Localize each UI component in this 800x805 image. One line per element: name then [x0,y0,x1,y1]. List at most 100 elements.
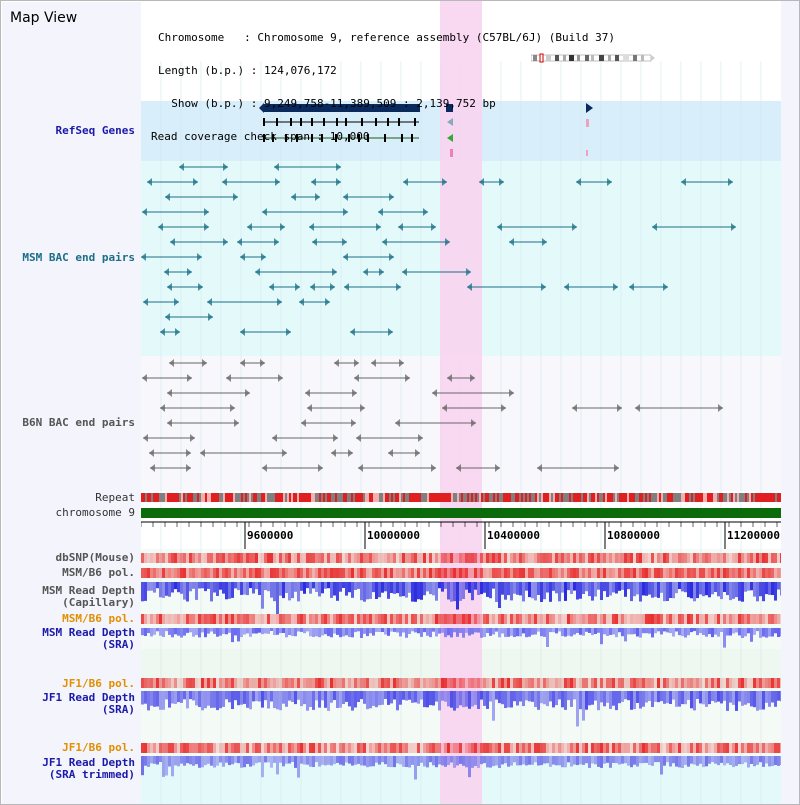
repeat-segment [185,493,187,502]
dbsnp-cell [474,553,477,563]
jf1-b6-pol-cell-2 [264,743,267,753]
msm-b6-pol-cell-2 [162,614,165,624]
jf1-b6-pol-cell-2 [681,743,684,753]
msm-sra-depth-bar [201,628,204,633]
msm-sra-depth-bar [402,628,405,633]
msm-b6-pol-label[interactable]: MSM/B6 pol. [62,566,135,579]
chromosome-bar [141,508,781,518]
msm-bac-end [681,178,686,186]
jf1-b6-pol-cell-2 [153,743,156,753]
jf1-sra-depth-bar [348,691,351,707]
repeat-segment [571,493,573,502]
msm-b6-pol-cell [411,568,414,578]
dbsnp-cell [342,553,345,563]
repeat-label[interactable]: Repeat [95,491,135,504]
track-canvas[interactable]: 9600000 10000000 10400000 10800000 11200000 [141,1,781,804]
refseq-genes-label[interactable]: RefSeq Genes [55,124,135,137]
repeat-segment [619,493,621,502]
repeat-segment [417,493,419,502]
msm-b6-pol-cell-2 [516,614,519,624]
jf1-b6-pol-cell [192,678,195,688]
jf1-trim-depth-bar [228,756,231,766]
msm-bac-end [286,328,291,336]
msm-b6-pol-cell [627,568,630,578]
msm-b6-pol-cell-2 [168,614,171,624]
msm-b6-pol-cell [231,568,234,578]
repeat-segment [679,493,681,502]
jf1-sra-depth-bar [525,691,528,701]
msm-b6-pol-cell [657,568,660,578]
jf1-b6-pol-cell-2 [261,743,264,753]
jf1-b6-pol-label-2[interactable]: JF1/B6 pol. [62,741,135,754]
msm-capillary-depth-bar [657,582,660,598]
jf1-sra-depth-bar [615,691,618,711]
msm-b6-pol-label-2[interactable]: MSM/B6 pol. [62,612,135,625]
jf1-trim-depth-bar [360,756,363,766]
chromosome-track-label[interactable]: chromosome 9 [55,506,135,519]
dbsnp-cell [567,553,570,563]
jf1-read-depth-trimmed-label[interactable]: JF1 Read Depth [42,756,135,769]
repeat-segment [237,493,239,502]
msm-capillary-depth-bar [432,582,435,596]
jf1-b6-pol-cell-2 [486,743,489,753]
msm-bac-end-pairs-label[interactable]: MSM BAC end pairs [22,251,135,264]
repeat-segment [553,493,555,502]
jf1-b6-pol-cell-2 [204,743,207,753]
msm-read-depth-sra-label[interactable]: MSM Read Depth [42,626,135,639]
repeat-segment [173,493,175,502]
msm-b6-pol-cell-2 [261,614,264,624]
jf1-b6-pol-cell-2 [750,743,753,753]
jf1-trim-depth-bar [387,756,390,767]
msm-sra-depth-bar [630,628,633,635]
dbsnp-cell [204,553,207,563]
msm-b6-pol-cell-2 [495,614,498,624]
repeat-segment [755,493,757,502]
msm-capillary-depth-bar [636,582,639,595]
dbsnp-label[interactable]: dbSNP(Mouse) [55,551,135,564]
jf1-trim-depth-bar [651,756,654,766]
repeat-segment [701,493,703,502]
jf1-sra-depth-bar [237,691,240,706]
msm-b6-pol-cell-2 [282,614,285,624]
jf1-b6-pol-cell-2 [222,743,225,753]
jf1-b6-pol-cell-2 [513,743,516,753]
jf1-trim-depth-bar [726,756,729,764]
msm-sra-depth-bar [612,628,615,635]
dbsnp-cell [192,553,195,563]
repeat-segment [615,493,617,502]
dbsnp-cell [450,553,453,563]
dbsnp-cell [225,553,228,563]
jf1-sra-depth-bar [522,691,525,707]
jf1-b6-pol-cell-2 [735,743,738,753]
msm-b6-pol-cell-2 [663,614,666,624]
jf1-sra-depth-bar [717,691,720,702]
msm-b6-pol-cell [579,568,582,578]
msm-capillary-depth-bar [372,582,375,593]
jf1-b6-pol-cell-2 [237,743,240,753]
msm-b6-pol-cell-2 [486,614,489,624]
repeat-segment [555,493,557,502]
chromosome-ideogram[interactable] [531,53,655,63]
msm-capillary-depth-bar [219,582,222,590]
b6n-bac-end [149,449,154,457]
jf1-b6-pol-cell-2 [354,743,357,753]
jf1-read-depth-sra-label[interactable]: JF1 Read Depth [42,691,135,704]
jf1-b6-pol-cell [711,678,714,688]
msm-capillary-depth-bar [198,582,201,589]
jf1-b6-pol-cell [303,678,306,688]
msm-sra-depth-bar [522,628,525,634]
msm-capillary-depth-bar [438,582,441,589]
jf1-b6-pol-label[interactable]: JF1/B6 pol. [62,677,135,690]
b6n-bac-end-pairs-label[interactable]: B6N BAC end pairs [22,416,135,429]
jf1-trim-depth-bar [183,756,186,766]
dbsnp-cell [297,553,300,563]
jf1-b6-pol-cell-2 [459,743,462,753]
jf1-b6-pol-cell-2 [558,743,561,753]
repeat-segment [419,493,421,502]
jf1-trim-depth-bar [189,756,192,765]
dbsnp-cell [273,553,276,563]
msm-read-depth-capillary-label[interactable]: MSM Read Depth [42,584,135,597]
dbsnp-cell [720,553,723,563]
msm-capillary-depth-bar [357,582,360,589]
